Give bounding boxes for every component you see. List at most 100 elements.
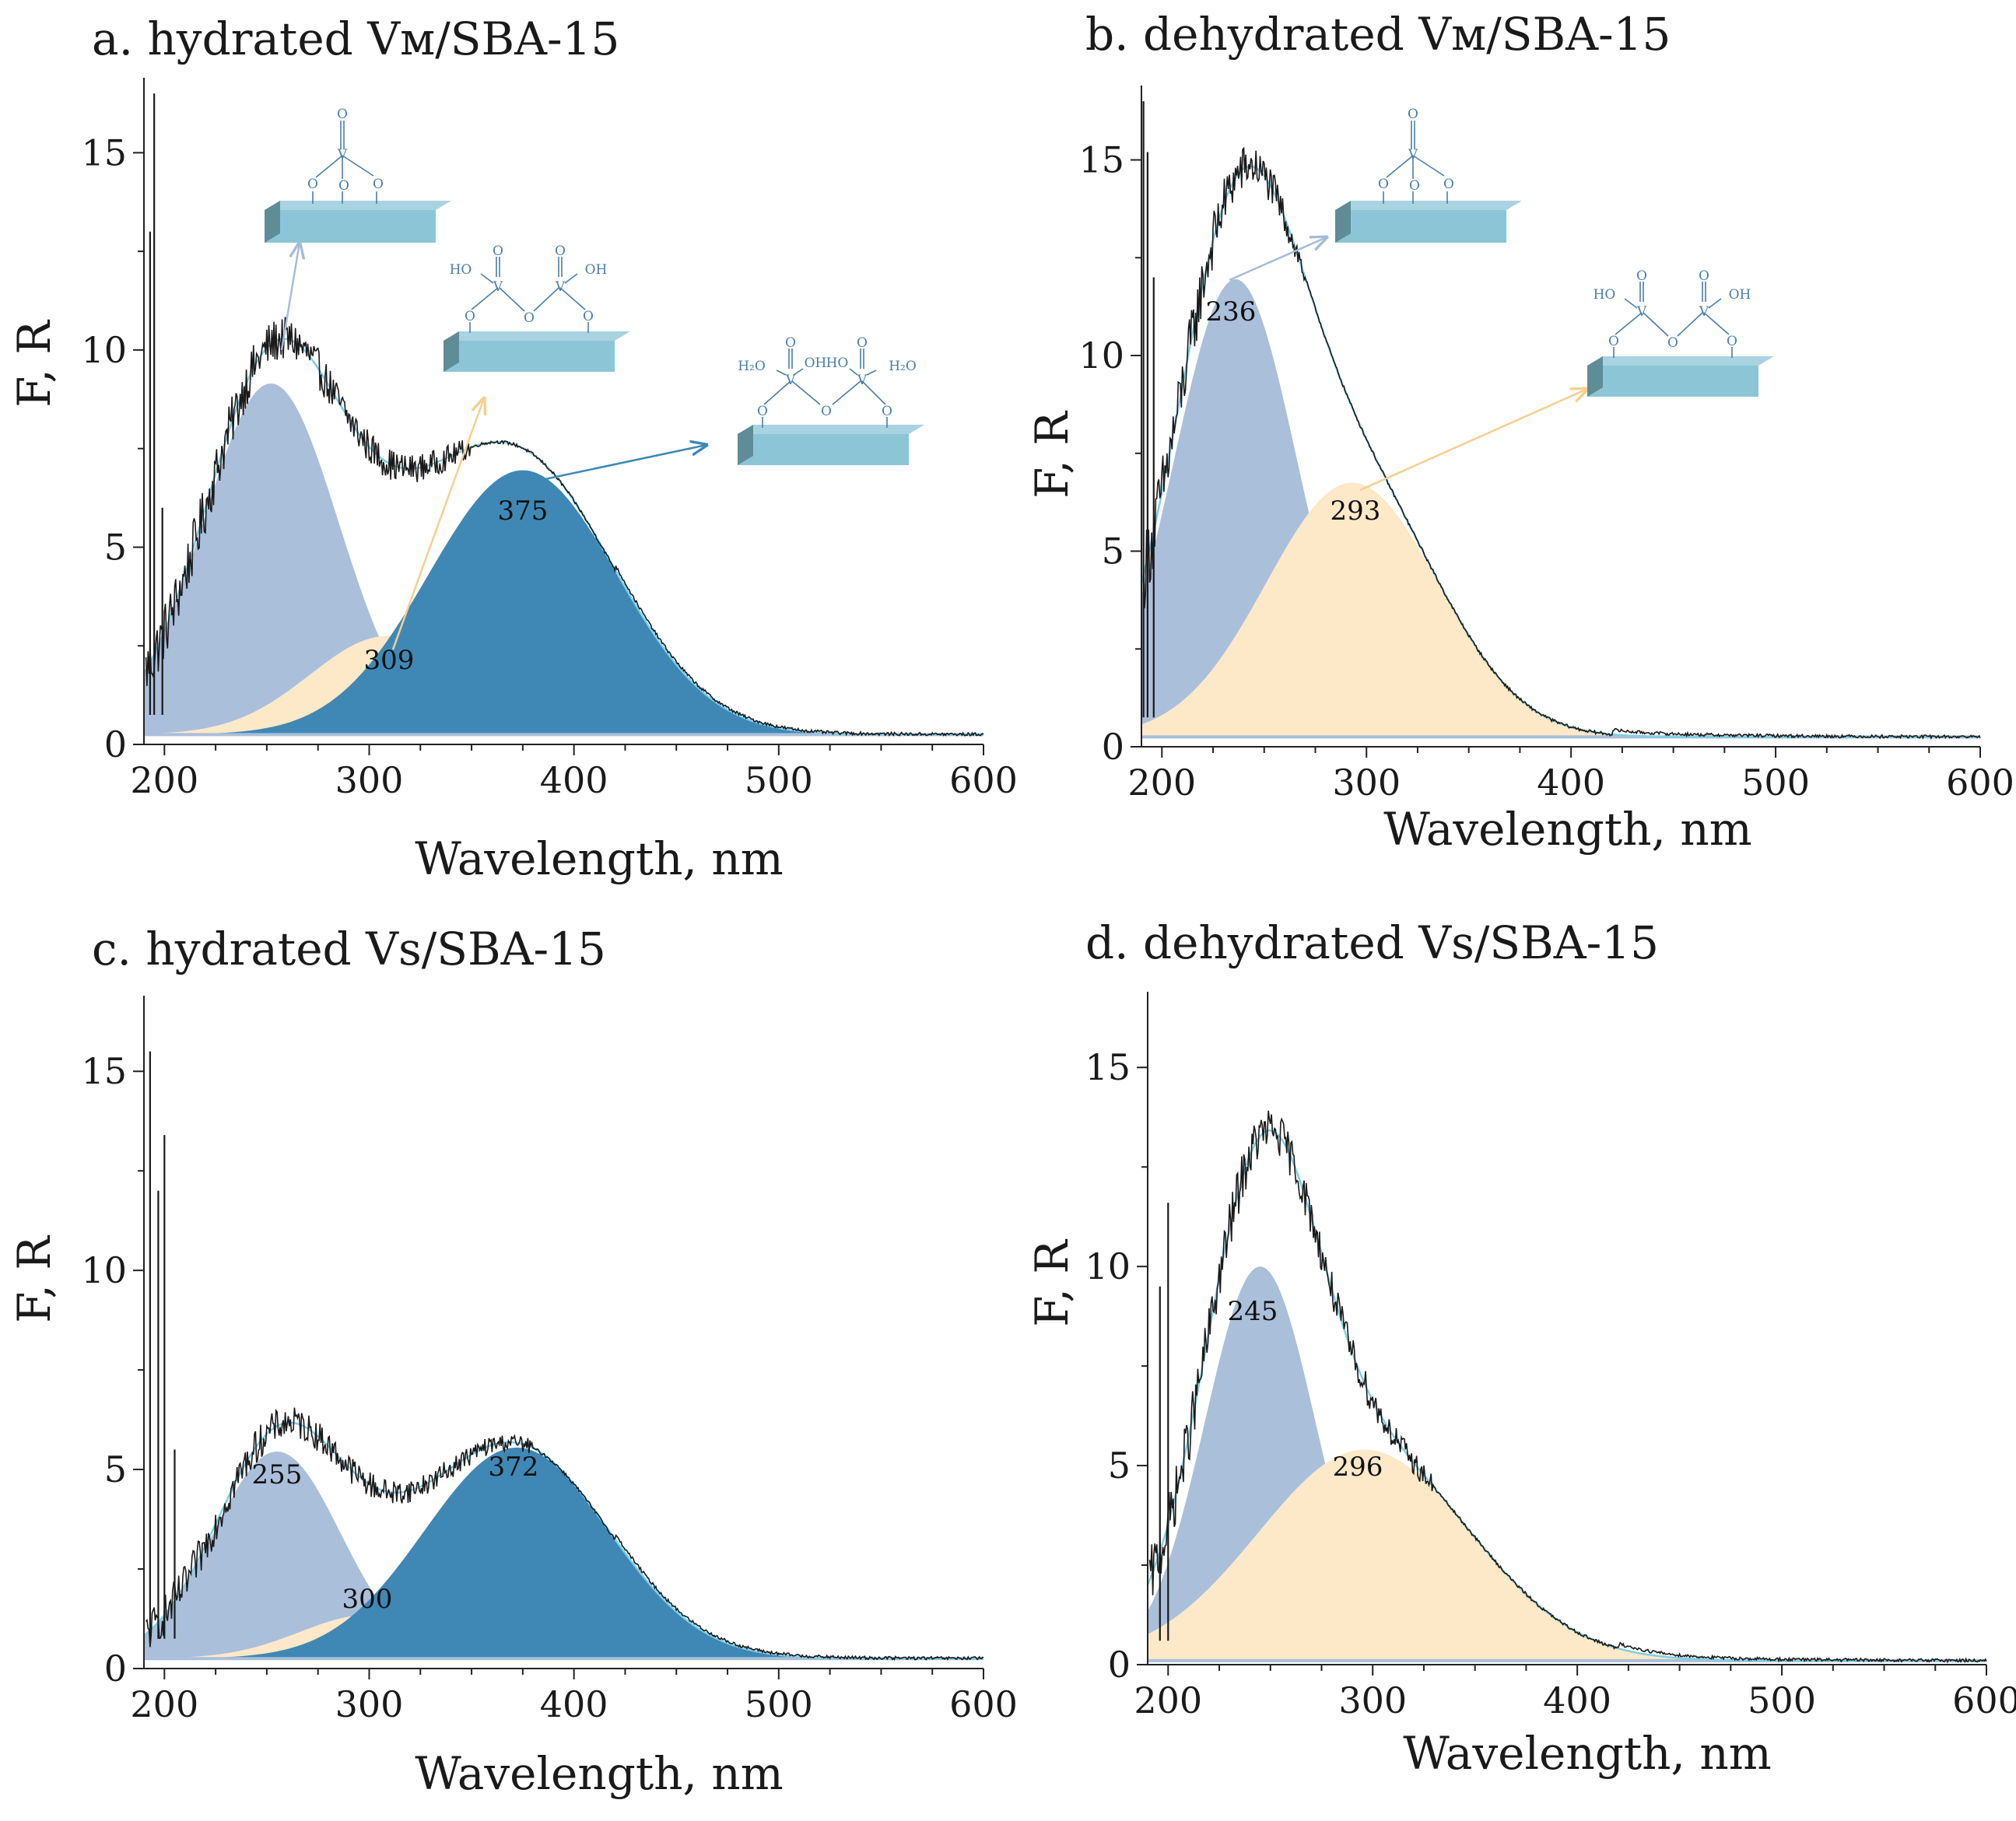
o-bottom-label: O — [465, 309, 475, 324]
o-bottom-label: O — [1378, 177, 1389, 192]
o-bottom-label: O — [373, 177, 384, 192]
panel-a-x-tick-label: 200 — [130, 759, 198, 801]
v-label: V — [857, 373, 868, 388]
o-bottom-label: O — [1443, 177, 1454, 192]
o-top-label: O — [857, 335, 868, 351]
panel-d-x-tick-label: 300 — [1338, 1679, 1407, 1721]
panel-d-xlabel: Wavelength, nm — [1403, 1727, 1772, 1780]
panel-b-xlabel: Wavelength, nm — [1383, 803, 1752, 856]
slab-top — [738, 425, 924, 434]
v-label: V — [493, 279, 503, 295]
panel-a-x-tick-label: 300 — [335, 759, 404, 801]
panel-b-plot — [1140, 101, 1981, 741]
panel-b-y-tick-label: 15 — [1078, 139, 1124, 181]
panel-a-ylabel: F, R — [8, 319, 61, 408]
panel-a-monomeric-structure: O V O O O — [265, 107, 451, 243]
panel-a-dimeric-structure: HO OH O O V V O O O — [444, 243, 630, 372]
o-bridge-label: O — [1667, 335, 1678, 351]
o-bottom-label: O — [1727, 334, 1737, 349]
panel-b-axes: 200 300 400 500 600 0 5 10 15 — [1078, 86, 2014, 804]
oh-label: OH — [585, 262, 608, 278]
slab-side — [1587, 356, 1603, 397]
panel-b: b. dehydrated Vᴍ/SBA-15 200 300 400 500 600 0… — [1026, 8, 2014, 856]
panel-d-x-tick-label: 200 — [1134, 1679, 1202, 1721]
o-bottom-label: O — [338, 178, 349, 194]
panel-c-x-tick-label: 500 — [745, 1683, 813, 1725]
slab-top — [1335, 201, 1522, 210]
oh-label: OH — [805, 355, 827, 371]
panel-c-x-tick-label: 300 — [335, 1683, 404, 1725]
o-top-label: O — [1408, 107, 1418, 122]
o-top-label: O — [493, 243, 503, 259]
slab-front — [265, 210, 436, 243]
slab-side — [444, 331, 459, 372]
v-label: V — [337, 147, 348, 163]
h2o-right-label: H₂O — [889, 359, 917, 374]
panel-a-title: a. hydrated Vᴍ/SBA-15 — [92, 12, 619, 65]
oh-label: OH — [1729, 287, 1751, 303]
panel-c-ylabel: F, R — [8, 1234, 61, 1323]
panel-b-dimeric-structure: HO OH O O V V O O O — [1587, 268, 1774, 397]
o-top-label: O — [1636, 268, 1647, 284]
panel-d: d. dehydrated Vs/SBA-15 200 300 400 500 600 0… — [1026, 916, 2016, 1780]
o-bottom-label: O — [757, 404, 768, 419]
panel-a-peak-label-375: 375 — [498, 496, 549, 527]
slab-front — [444, 341, 615, 372]
panel-b-peak-area-293 — [1141, 482, 1980, 737]
panel-b-x-tick-label: 300 — [1332, 762, 1401, 804]
panel-c-x-tick-label: 200 — [130, 1683, 198, 1725]
o-bottom-label: O — [1608, 334, 1619, 349]
panel-b-x-tick-label: 600 — [1946, 762, 2014, 804]
panel-b-x-tick-label: 500 — [1741, 762, 1810, 804]
panel-a-xlabel: Wavelength, nm — [415, 832, 784, 885]
panel-d-x-tick-label: 500 — [1748, 1679, 1816, 1721]
panel-c: c. hydrated Vs/SBA-15 200 300 400 500 600 0 5 1… — [8, 923, 1018, 1800]
slab-top — [1587, 356, 1774, 366]
panel-a: a. hydrated Vᴍ/SBA-15 200 300 400 500 600 0 5 1… — [8, 12, 1018, 885]
o-bottom-label: O — [882, 404, 892, 419]
panel-b-x-tick-label: 200 — [1127, 762, 1196, 804]
slab-front — [1335, 210, 1506, 243]
panel-c-title: c. hydrated Vs/SBA-15 — [92, 923, 606, 975]
panel-b-y-tick-label: 10 — [1078, 334, 1124, 376]
panel-c-peak-area-372 — [144, 1447, 983, 1659]
panel-b-y-tick-label: 0 — [1102, 726, 1124, 768]
panel-a-y-tick-label: 10 — [81, 329, 127, 371]
panel-c-plot — [143, 1051, 984, 1661]
o-bridge-label: O — [524, 310, 535, 326]
panel-c-x-tick-label: 400 — [540, 1683, 608, 1725]
panel-d-axes: 200 300 400 500 600 0 5 10 15 — [1085, 992, 2016, 1721]
panel-c-peak-label-372: 372 — [489, 1452, 539, 1483]
panel-a-arrow-monomeric — [280, 243, 300, 351]
panel-d-x-tick-label: 600 — [1952, 1679, 2016, 1721]
o-top-label: O — [1699, 268, 1709, 284]
v-label: V — [1408, 147, 1418, 163]
panel-b-monomeric-structure: O V O O O — [1335, 107, 1522, 243]
panel-c-x-tick-label: 600 — [949, 1683, 1018, 1725]
panel-d-ylabel: F, R — [1026, 1238, 1078, 1327]
panel-d-peak-area-296 — [1148, 1449, 1986, 1661]
panel-a-x-tick-label: 500 — [745, 759, 813, 801]
o-top-label: O — [785, 335, 796, 351]
panel-c-y-tick-label: 0 — [104, 1648, 127, 1690]
panel-d-x-tick-label: 400 — [1543, 1679, 1611, 1721]
panel-a-x-tick-label: 400 — [540, 759, 608, 801]
panel-b-peak-label-293: 293 — [1331, 496, 1381, 527]
slab-front — [1587, 366, 1758, 397]
panel-c-peak-area-255 — [144, 1452, 983, 1659]
slab-side — [265, 201, 280, 243]
panel-c-y-tick-label: 15 — [81, 1050, 127, 1092]
slab-front — [738, 434, 909, 465]
panel-a-hydrated-dimer-structure: H₂O OH HO H₂O O O V V O O O — [738, 335, 924, 465]
panel-b-arrow-dimeric — [1359, 389, 1587, 492]
panel-a-y-tick-label: 0 — [104, 723, 127, 765]
panel-a-arrow-hydrated-dimer — [522, 445, 706, 485]
panel-c-y-tick-label: 10 — [81, 1249, 127, 1291]
panel-a-x-tick-label: 600 — [949, 759, 1018, 801]
panel-b-title: b. dehydrated Vᴍ/SBA-15 — [1085, 8, 1671, 61]
panel-c-peak-label-300: 300 — [342, 1584, 393, 1615]
ho-label: HO — [826, 355, 849, 371]
panel-a-plot — [142, 93, 984, 737]
ho-label: HO — [1594, 287, 1616, 303]
